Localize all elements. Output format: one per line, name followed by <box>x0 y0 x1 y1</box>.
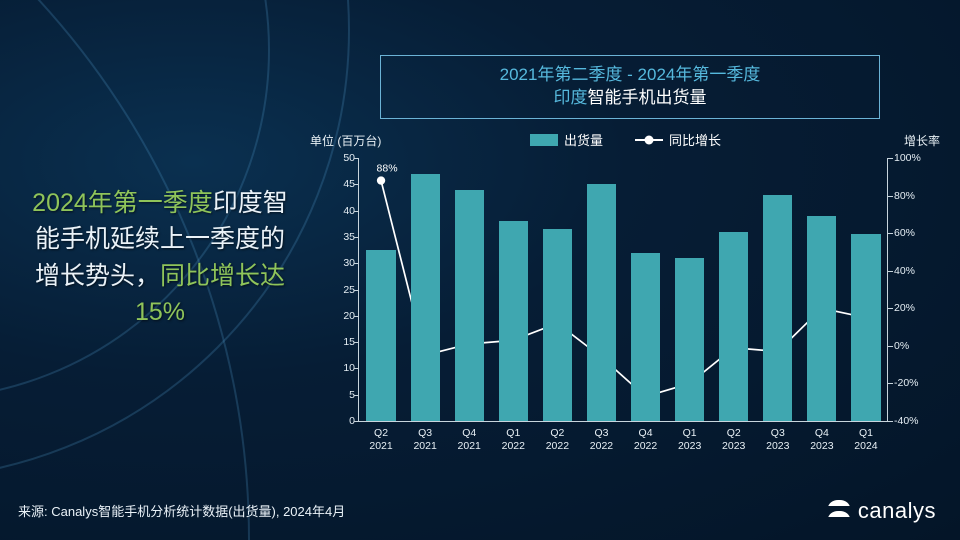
y-axis-left-label: 单位 (百万台) <box>310 132 381 149</box>
legend-line: 同比增长 <box>635 130 721 149</box>
x-category: Q22023 <box>722 427 745 453</box>
title-range: 2021年第二季度 - 2024年第一季度 <box>393 64 867 87</box>
ytick-right: -40% <box>894 415 919 427</box>
bar <box>719 232 748 421</box>
bar <box>543 229 572 421</box>
brand-logo: canalys <box>828 498 936 524</box>
chart-container: 单位 (百万台) 增长率 出货量 同比增长 88%-5%1%3%12%-6%-2… <box>310 150 940 470</box>
svg-text:88%: 88% <box>377 163 398 175</box>
ytick-right: 80% <box>894 190 915 202</box>
source-text: 来源: Canalys智能手机分析统计数据(出货量), 2024年4月 <box>18 501 345 520</box>
chart-title-box: 2021年第二季度 - 2024年第一季度 印度智能手机出货量 <box>380 55 880 119</box>
x-category: Q12022 <box>502 427 525 453</box>
ytick-right: 20% <box>894 302 915 314</box>
x-category: Q42021 <box>458 427 481 453</box>
x-category: Q12024 <box>854 427 877 453</box>
legend-bars: 出货量 <box>530 130 603 149</box>
headline-text: 2024年第一季度印度智能手机延续上一季度的增长势头，同比增长达15% <box>30 185 290 330</box>
x-category: Q42022 <box>634 427 657 453</box>
legend-bar-swatch <box>530 134 558 146</box>
ytick-right: 100% <box>894 152 921 164</box>
bar <box>587 184 616 421</box>
x-category: Q12023 <box>678 427 701 453</box>
x-category: Q42023 <box>810 427 833 453</box>
legend: 出货量 同比增长 <box>530 130 721 149</box>
x-category: Q22022 <box>546 427 569 453</box>
bar <box>807 216 836 421</box>
brand-icon <box>828 500 850 522</box>
bar <box>455 190 484 421</box>
bar <box>499 221 528 421</box>
ytick-right: 40% <box>894 265 915 277</box>
title-subject: 印度智能手机出货量 <box>393 87 867 110</box>
x-category: Q32021 <box>413 427 436 453</box>
bar <box>631 253 660 421</box>
legend-line-swatch <box>635 139 663 141</box>
x-category: Q32023 <box>766 427 789 453</box>
bar <box>366 250 395 421</box>
x-category: Q32022 <box>590 427 613 453</box>
brand-text: canalys <box>858 498 936 524</box>
ytick-right: -20% <box>894 377 919 389</box>
bar <box>851 234 880 421</box>
bar <box>675 258 704 421</box>
plot-area: 88%-5%1%3%12%-6%-27%-20%-1%-3%20%15% 051… <box>358 158 888 422</box>
y-axis-right-label: 增长率 <box>904 132 940 149</box>
ytick-right: 0% <box>894 340 909 352</box>
bar <box>411 174 440 421</box>
ytick-right: 60% <box>894 227 915 239</box>
x-category: Q22021 <box>369 427 392 453</box>
bar <box>763 195 792 421</box>
